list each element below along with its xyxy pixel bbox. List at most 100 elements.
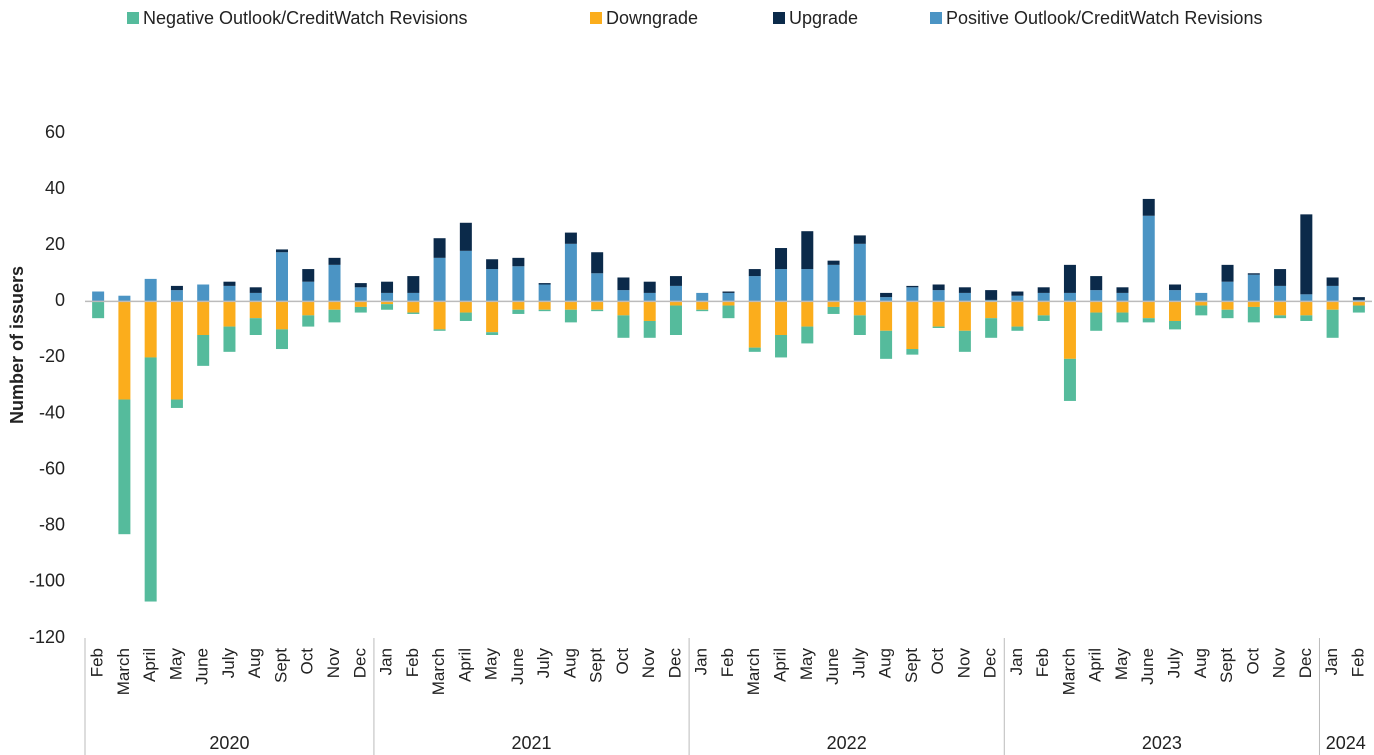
bar — [1063, 264, 1076, 293]
bar — [328, 257, 341, 265]
bar — [591, 309, 604, 312]
bar — [985, 290, 998, 300]
bar — [1037, 292, 1050, 302]
bar — [144, 278, 157, 302]
bar — [722, 292, 735, 302]
x-tick-label: Sept — [587, 648, 606, 683]
x-tick-label: Nov — [1270, 648, 1289, 679]
bar — [197, 284, 210, 302]
bar — [223, 326, 236, 352]
bar — [275, 249, 288, 253]
legend-label: Upgrade — [789, 8, 858, 28]
x-tick-label: Dec — [1296, 648, 1315, 679]
bar — [1300, 301, 1313, 316]
bar — [170, 301, 183, 400]
bar — [354, 306, 367, 313]
bar — [144, 301, 157, 358]
y-tick-label: -80 — [39, 515, 65, 535]
bar — [617, 315, 630, 338]
y-tick-label: 20 — [45, 234, 65, 254]
x-tick-label: March — [744, 648, 763, 695]
bar — [1169, 320, 1182, 330]
bar — [643, 301, 656, 321]
bar — [1352, 297, 1365, 300]
bar — [617, 301, 630, 316]
bar — [853, 301, 866, 316]
bar — [1169, 284, 1182, 291]
bar — [249, 301, 262, 319]
bar — [696, 309, 709, 312]
bar — [1326, 301, 1339, 310]
x-tick-label: Aug — [1191, 648, 1210, 678]
bar — [775, 248, 788, 270]
bar — [985, 318, 998, 338]
bar — [1090, 290, 1103, 302]
bar — [1116, 301, 1129, 313]
bar — [1300, 294, 1313, 302]
bar — [1011, 295, 1024, 302]
bar — [1300, 315, 1313, 321]
bar — [932, 326, 945, 328]
legend-swatch — [930, 12, 942, 24]
bar — [407, 292, 420, 302]
bar — [538, 309, 551, 312]
x-tick-label: May — [166, 648, 185, 681]
bar — [801, 269, 814, 302]
bar — [249, 292, 262, 302]
x-tick-label: Aug — [560, 648, 579, 678]
bar — [722, 291, 735, 293]
x-tick-label: March — [429, 648, 448, 695]
bar — [486, 332, 499, 335]
bar — [853, 235, 866, 244]
bar — [249, 287, 262, 293]
bar — [1195, 305, 1208, 316]
bar — [932, 290, 945, 302]
group-label: 2021 — [511, 733, 551, 753]
bar — [591, 301, 604, 310]
y-tick-label: -120 — [29, 627, 65, 647]
bar — [827, 264, 840, 302]
bar — [932, 301, 945, 327]
bar — [354, 283, 367, 288]
x-tick-label: May — [1112, 648, 1131, 681]
bar — [328, 301, 341, 310]
y-tick-label: 60 — [45, 122, 65, 142]
bar — [1090, 301, 1103, 313]
x-tick-label: Feb — [88, 648, 107, 677]
bar — [433, 329, 446, 331]
bar — [1221, 301, 1234, 310]
bar — [827, 260, 840, 265]
bar — [722, 301, 735, 306]
bar — [459, 301, 472, 313]
bar — [1274, 285, 1287, 302]
bar — [591, 252, 604, 274]
bar — [433, 238, 446, 258]
bar — [564, 309, 577, 323]
bar — [1221, 264, 1234, 282]
x-tick-label: April — [140, 648, 159, 682]
bar — [1142, 198, 1155, 216]
bar — [170, 399, 183, 408]
bar — [197, 301, 210, 335]
bar — [1221, 309, 1234, 319]
bar — [1274, 315, 1287, 319]
bar — [958, 287, 971, 293]
bar — [669, 301, 682, 306]
bar — [92, 291, 105, 302]
bar — [486, 301, 499, 333]
bar — [197, 335, 210, 366]
bar — [1116, 312, 1129, 323]
x-tick-label: June — [193, 648, 212, 685]
bar — [354, 301, 367, 307]
bar — [381, 304, 394, 310]
bar — [564, 243, 577, 302]
bar — [1247, 306, 1260, 323]
bar — [906, 285, 919, 288]
x-tick-label: Oct — [928, 648, 947, 675]
bar — [381, 301, 394, 305]
bar — [144, 357, 157, 602]
bar — [512, 309, 525, 314]
bar — [223, 281, 236, 286]
bar — [1063, 358, 1076, 401]
bar — [880, 330, 893, 359]
